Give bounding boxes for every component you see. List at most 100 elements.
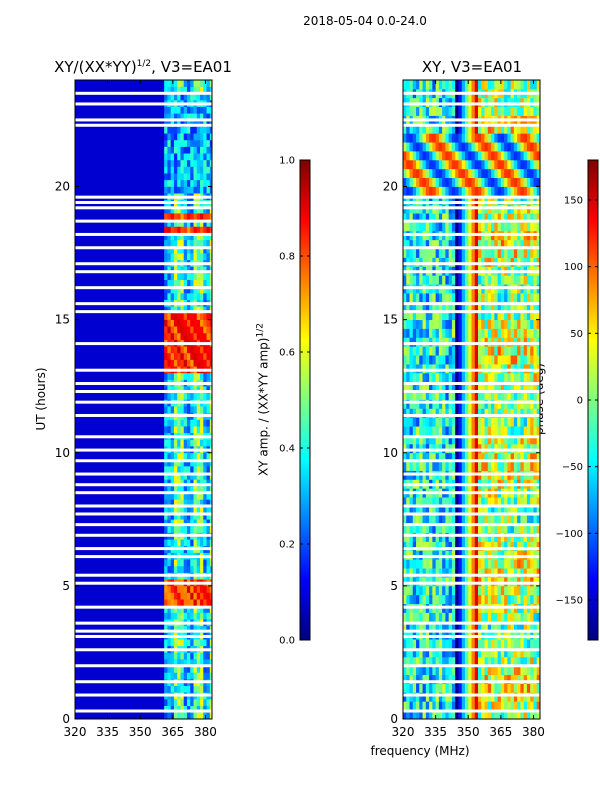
phase-heatmap-cell (484, 80, 489, 90)
phase-heatmap-cell (455, 177, 459, 187)
phase-heatmap-cell (530, 364, 534, 374)
phase-y-tick-label: 15 (383, 313, 398, 327)
amp-heatmap-cell (209, 592, 212, 600)
amp-heatmap-cell (200, 273, 204, 280)
amp-heatmap-cell (173, 406, 178, 414)
phase-heatmap-cell (487, 585, 492, 596)
amp-heatmap-cell (183, 492, 188, 500)
amp-heatmap-cell (190, 86, 194, 94)
amp-heatmap-cell (180, 459, 185, 467)
amp-heatmap-cell (200, 326, 204, 334)
phase-heatmap-cell (481, 408, 485, 418)
phase-heatmap-cell (451, 337, 456, 347)
amp-flagged-row (75, 555, 212, 559)
phase-heatmap-cell (478, 319, 482, 329)
phase-heatmap-cell (403, 337, 407, 347)
phase-heatmap-cell (491, 293, 495, 303)
phase-heatmap-cell (419, 390, 423, 400)
amp-heatmap-cell (200, 206, 204, 214)
amp-heatmap-cell (180, 206, 185, 214)
amp-heatmap-cell (206, 419, 211, 427)
phase-heatmap-cell (504, 106, 508, 116)
amp-heatmap-cell (180, 126, 185, 134)
phase-heatmap-cell (425, 346, 430, 356)
phase-heatmap-cell (510, 630, 515, 640)
phase-heatmap-cell (536, 142, 540, 152)
phase-heatmap-cell (406, 301, 410, 312)
phase-heatmap-cell (487, 692, 492, 702)
amp-heatmap-cell (180, 106, 185, 114)
phase-heatmap-cell (468, 408, 472, 418)
phase-heatmap-cell (481, 337, 485, 347)
phase-heatmap-cell (533, 550, 538, 560)
phase-heatmap-cell (484, 559, 489, 569)
phase-heatmap-cell (530, 319, 534, 329)
phase-heatmap-cell (451, 435, 456, 445)
amp-heatmap-cell (170, 665, 175, 673)
phase-heatmap-cell (530, 97, 534, 108)
amp-heatmap-cell (203, 239, 207, 247)
amp-heatmap-cell (180, 512, 185, 520)
phase-heatmap-cell (530, 301, 534, 312)
amp-heatmap-cell (206, 712, 211, 719)
phase-heatmap-cell (533, 506, 538, 516)
amp-heatmap-cell (164, 712, 168, 719)
phase-heatmap-cell (464, 710, 469, 719)
phase-heatmap-cell (403, 692, 407, 702)
phase-heatmap-cell (425, 239, 430, 250)
phase-heatmap-cell (500, 293, 505, 303)
phase-heatmap-cell (481, 293, 485, 303)
phase-heatmap-cell (500, 417, 505, 427)
phase-heatmap-cell (513, 594, 518, 605)
phase-heatmap-cell (461, 106, 466, 116)
phase-heatmap-cell (471, 390, 476, 400)
amp-heatmap-cell (206, 119, 211, 127)
amp-heatmap-cell (186, 106, 191, 114)
amp-heatmap-cell (183, 406, 188, 414)
phase-heatmap-cell (425, 683, 430, 693)
amp-heatmap-cell (190, 585, 194, 593)
phase-heatmap-cell (484, 293, 489, 303)
phase-heatmap-cell (478, 151, 482, 161)
phase-heatmap-cell (468, 506, 472, 516)
amp-heatmap-cell (200, 159, 204, 167)
amp-flagged-row (75, 262, 212, 266)
phase-heatmap-cell (412, 497, 417, 507)
phase-heatmap-cell (484, 399, 489, 409)
phase-heatmap-cell (510, 577, 515, 587)
amp-heatmap-cell (177, 625, 181, 633)
phase-heatmap-cell (536, 213, 540, 223)
phase-heatmap-cell (520, 355, 525, 365)
amp-heatmap-cell (170, 306, 175, 314)
phase-heatmap-cell (432, 257, 437, 267)
phase-heatmap-cell (419, 452, 423, 463)
phase-heatmap-cell (491, 364, 495, 374)
amp-heatmap-cell (196, 233, 201, 241)
phase-heatmap-cell (504, 168, 508, 179)
amp-heatmap-cell (206, 266, 211, 274)
phase-heatmap-cell (464, 186, 469, 196)
phase-heatmap-cell (491, 514, 495, 525)
amp-heatmap-cell (167, 273, 171, 280)
phase-heatmap-cell (494, 301, 498, 312)
phase-heatmap-cell (442, 523, 446, 534)
phase-heatmap-cell (536, 177, 540, 187)
amp-heatmap-cell (193, 266, 198, 274)
amp-heatmap-cell (206, 459, 211, 467)
phase-heatmap-cell (520, 213, 525, 223)
amp-heatmap-cell (183, 452, 188, 460)
amp-heatmap-cell (190, 559, 194, 567)
phase-heatmap-cell (526, 461, 531, 471)
amp-heatmap-cell (209, 173, 212, 181)
phase-heatmap-cell (481, 514, 485, 525)
phase-heatmap-cell (484, 301, 489, 312)
phase-heatmap-cell (504, 364, 508, 374)
phase-heatmap-cell (468, 151, 472, 161)
phase-heatmap-cell (481, 399, 485, 409)
phase-heatmap-cell (500, 97, 505, 108)
amp-heatmap-cell (196, 492, 201, 500)
phase-heatmap-cell (494, 674, 498, 684)
phase-heatmap-cell (403, 461, 407, 471)
amp-heatmap-cell (167, 173, 171, 181)
phase-heatmap-cell (484, 97, 489, 108)
